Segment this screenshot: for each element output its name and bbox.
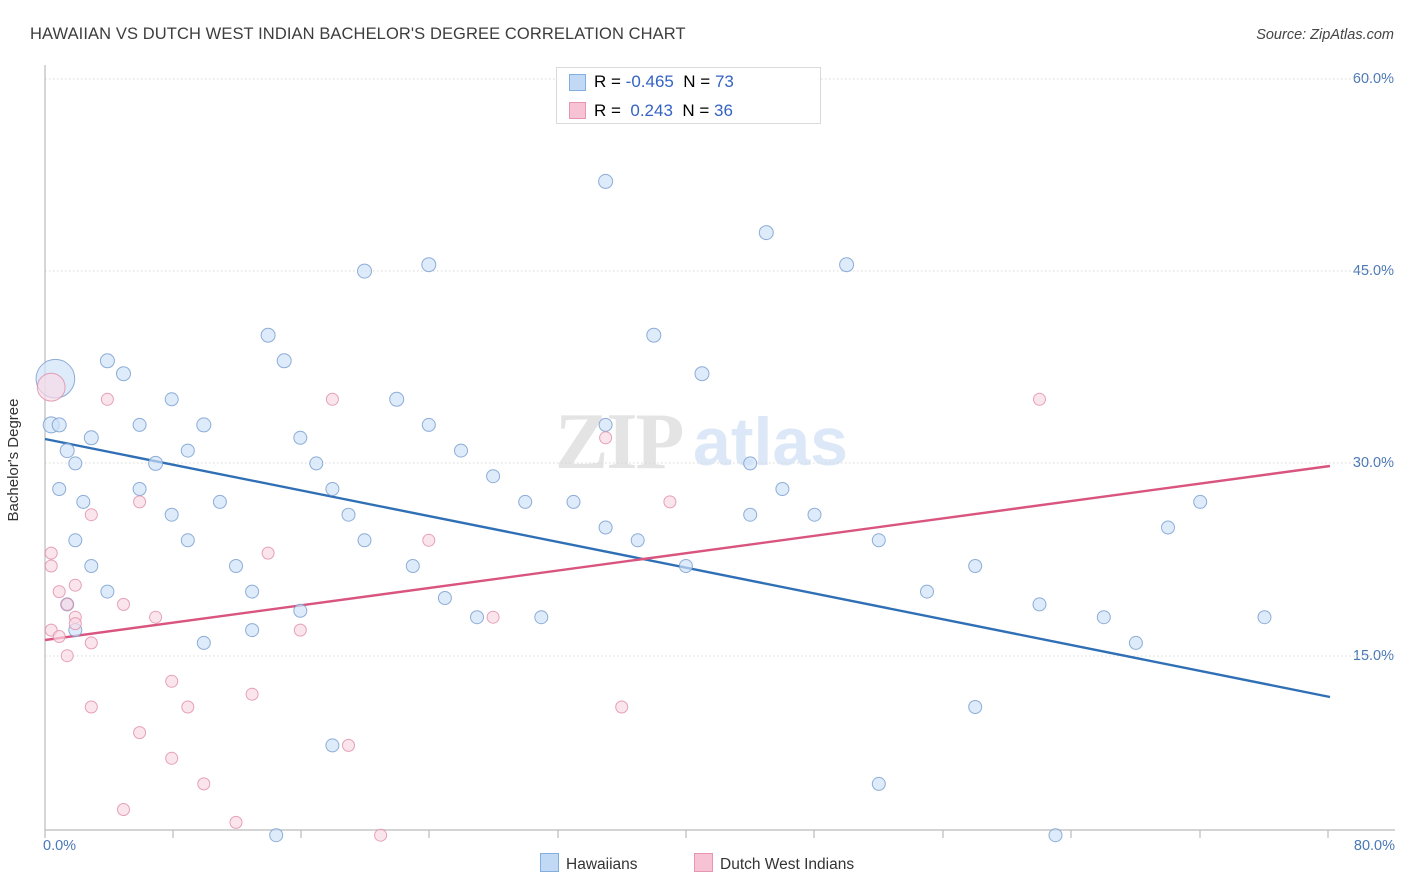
- svg-text:Bachelor's Degree: Bachelor's Degree: [5, 399, 22, 522]
